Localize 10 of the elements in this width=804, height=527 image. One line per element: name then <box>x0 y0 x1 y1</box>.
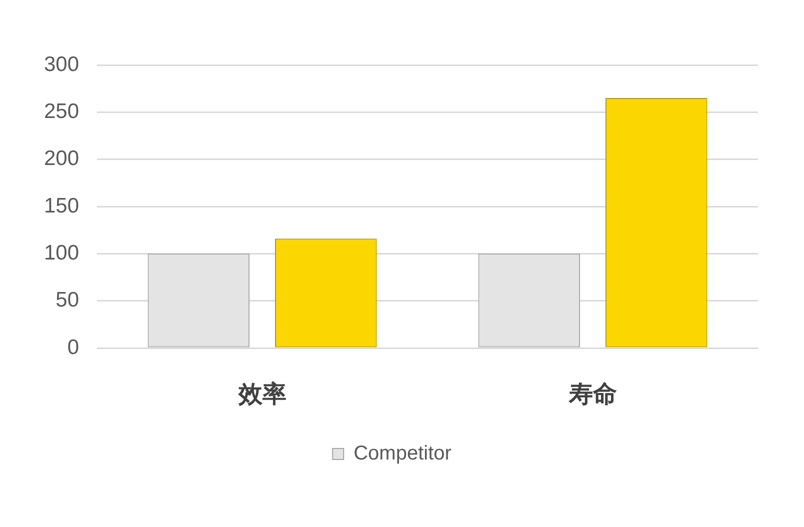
legend-label: Competitor <box>354 442 452 465</box>
y-tick-label: 250 <box>44 100 80 123</box>
y-tick-label: 100 <box>44 241 80 264</box>
y-tick-label: 150 <box>44 194 80 218</box>
x-tick-label: 寿命 <box>568 380 617 408</box>
y-tick-label: 0 <box>67 336 80 359</box>
x-tick-label: 效率 <box>237 380 286 408</box>
y-tick-label: 200 <box>44 147 80 170</box>
y-tick-label: 50 <box>56 288 80 312</box>
y-tick-label: 300 <box>44 52 80 76</box>
